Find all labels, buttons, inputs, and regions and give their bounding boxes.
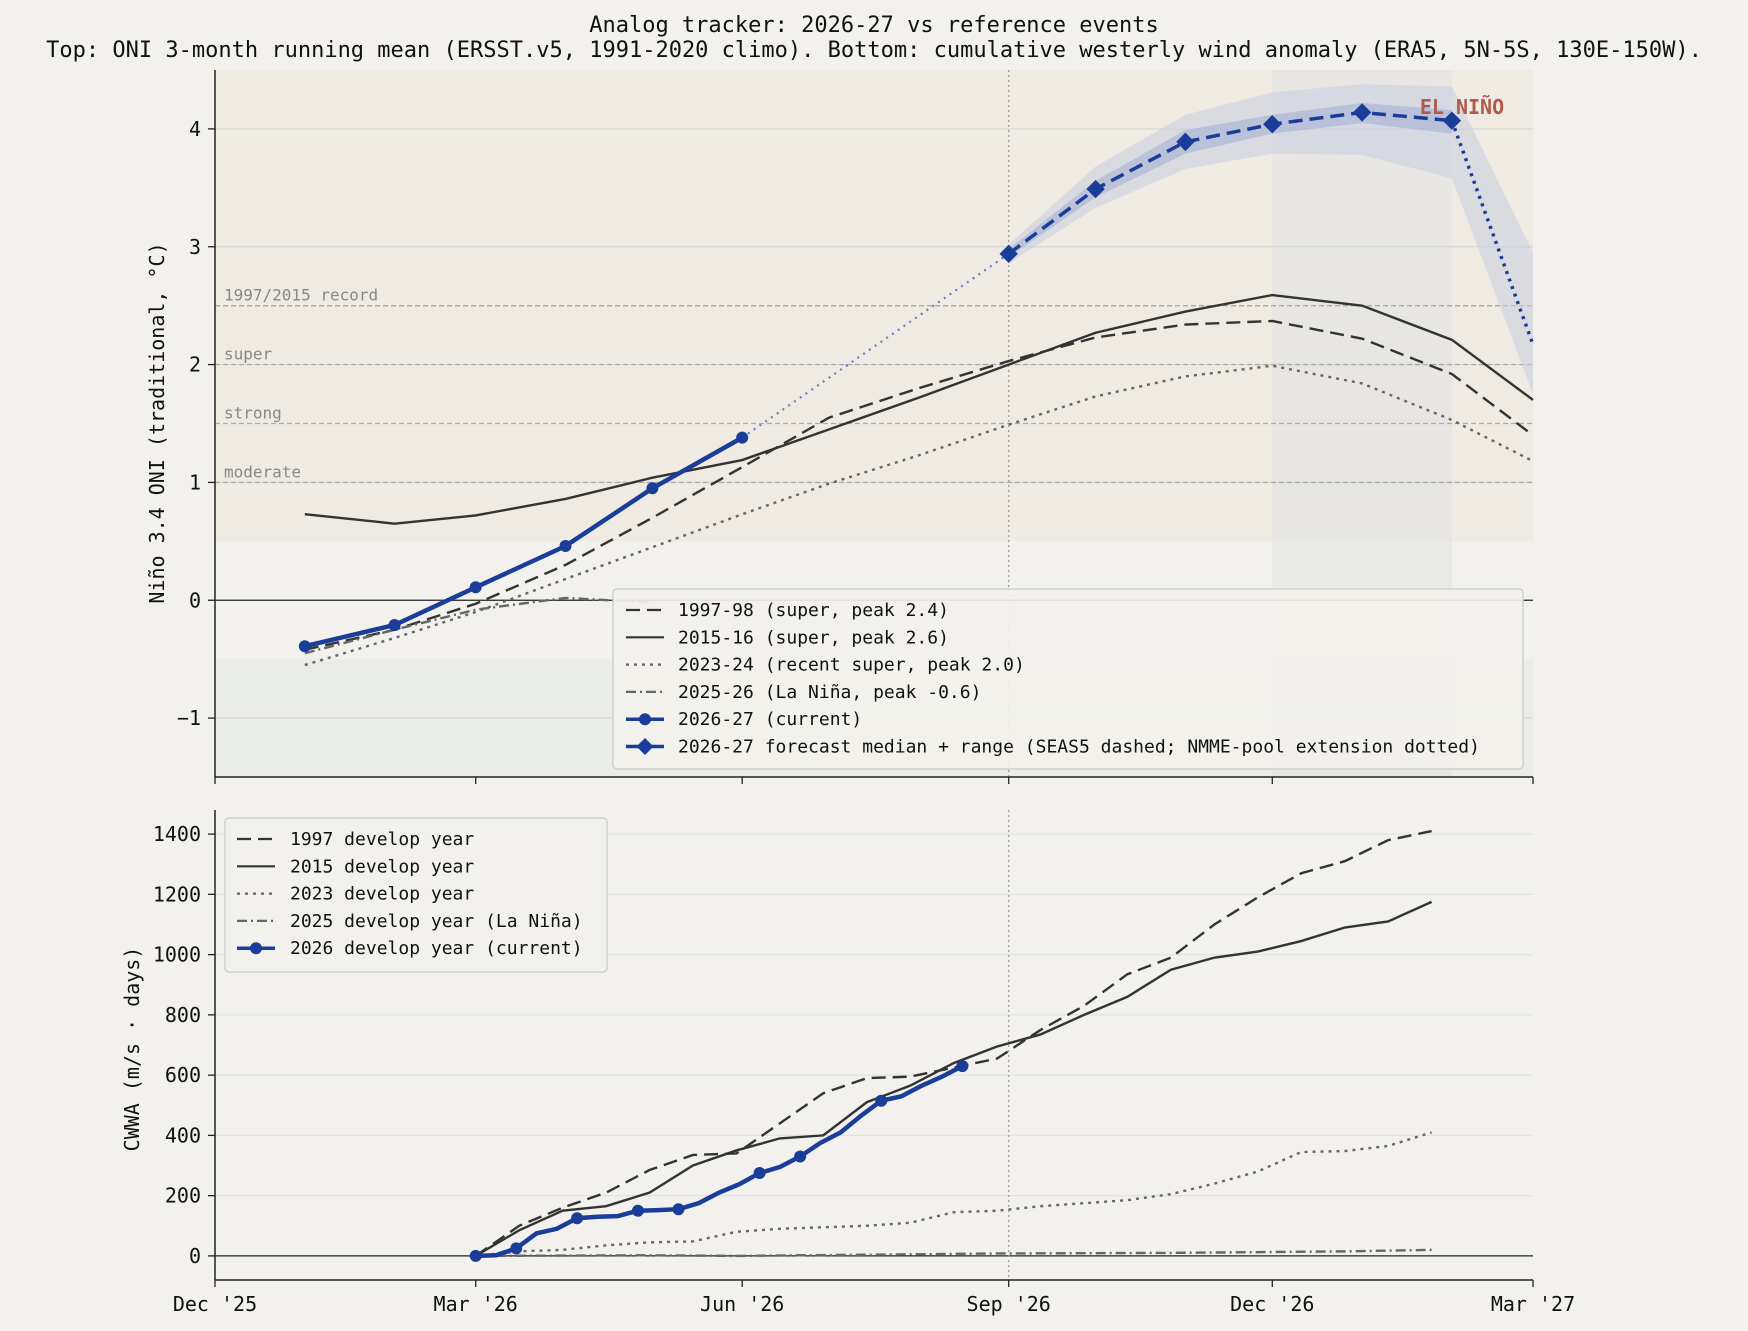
legend-label: 2015-16 (super, peak 2.6) [678, 627, 949, 648]
threshold-label: super [224, 345, 273, 364]
forecast-point [1176, 132, 1195, 152]
legend-label: 2025-26 (La Niña, peak -0.6) [678, 682, 981, 703]
forecast-outer-range [1008, 84, 1452, 264]
bottom-series-line-2 [475, 1131, 1432, 1258]
legend-label: 2015 develop year [290, 856, 474, 877]
bottom-current-point [469, 1249, 482, 1262]
forecast-extension-range [1451, 86, 1533, 395]
bottom-ytick-label: 400 [165, 1123, 201, 1147]
top-series-line-2 [304, 364, 1534, 667]
legend-label: 2023 develop year [290, 884, 474, 905]
figure-subtitle: Top: ONI 3-month running mean (ERSST.v5,… [46, 38, 1702, 63]
bottom-current-point [875, 1094, 888, 1107]
top-ytick-label: 4 [189, 117, 201, 141]
el-nino-annotation: EL NIÑO [1420, 95, 1504, 119]
bottom-current-point [753, 1167, 766, 1180]
threshold-label: moderate [224, 462, 301, 481]
bottom-current-point [631, 1204, 644, 1217]
bottom-current-point [571, 1212, 584, 1225]
bottom-ytick-label: 1000 [153, 943, 201, 967]
legend-marker [636, 738, 654, 755]
bottom-current-point [672, 1203, 685, 1216]
bottom-ylabel: CWWA (m/s · days) [120, 947, 144, 1152]
forecast-median-line [1007, 110, 1453, 256]
bottom-ytick-label: 1400 [153, 822, 201, 846]
x-tick-label: Mar '27 [1491, 1292, 1575, 1316]
forecast-point [1263, 115, 1282, 134]
legend-label: 2026-27 forecast median + range (SEAS5 d… [678, 737, 1480, 758]
bottom-current-point [956, 1060, 969, 1073]
threshold-label: 1997/2015 record [224, 286, 378, 305]
legend-label: 2025 develop year (La Niña) [290, 911, 583, 932]
x-tick-label: Dec '26 [1230, 1292, 1314, 1316]
top-series-line-1 [304, 293, 1534, 525]
bottom-current-point [510, 1242, 523, 1255]
bridge-dotted-line [741, 252, 1010, 439]
top-series-line-3 [304, 596, 653, 655]
current-point [559, 540, 572, 553]
top-ytick-label: 1 [189, 470, 201, 494]
top-ytick-label: 0 [189, 588, 201, 612]
top-legend: 1997-98 (super, peak 2.4) 2015-16 (super,… [612, 588, 1524, 770]
cwwa-panel: 0 200 400 600 800 1000 1200 1400 CWWA (m/s · da… [120, 810, 1534, 1287]
bottom-ytick-label: 1200 [153, 882, 201, 906]
x-tick-label: Dec '25 [173, 1292, 257, 1316]
forecast-point [1086, 179, 1105, 199]
legend-marker [250, 942, 262, 955]
current-point [298, 640, 311, 653]
current-series-line [304, 435, 744, 649]
figure-title: Analog tracker: 2026-27 vs reference eve… [589, 13, 1159, 38]
legend-label: 2026 develop year (current) [290, 938, 583, 959]
oni-panel: 1997/2015 record super strong moderate −1 0 1… [145, 70, 1535, 784]
x-tick-label: Mar '26 [434, 1292, 518, 1316]
bottom-ytick-label: 0 [189, 1244, 201, 1268]
bottom-ytick-label: 800 [165, 1003, 201, 1027]
forecast-point [1352, 103, 1372, 122]
legend-label: 2026-27 (current) [678, 709, 862, 730]
bottom-series-line-3 [475, 1248, 1432, 1258]
top-ytick-label: 2 [189, 353, 201, 377]
bottom-legend: 1997 develop year 2015 develop year 2023 d… [224, 817, 608, 973]
current-point [388, 618, 401, 631]
legend-label: 1997-98 (super, peak 2.4) [678, 600, 949, 621]
threshold-label: strong [224, 404, 282, 423]
bottom-current-point [794, 1150, 807, 1163]
forecast-point [999, 244, 1018, 264]
bottom-series-line-1 [475, 900, 1433, 1257]
current-point [646, 482, 659, 495]
legend-marker [639, 713, 651, 726]
top-ytick-label: −1 [177, 706, 201, 730]
bottom-ytick-label: 200 [165, 1184, 201, 1208]
forecast-point [1442, 111, 1462, 130]
top-ylabel: Niño 3.4 ONI (traditional, °C) [145, 242, 169, 603]
current-point [469, 581, 482, 594]
top-ytick-label: 3 [189, 235, 201, 259]
x-tick-label: Jun '26 [700, 1292, 784, 1316]
x-tick-label: Sep '26 [967, 1292, 1051, 1316]
top-series-line-0 [304, 319, 1534, 651]
legend-label: 1997 develop year [290, 829, 474, 850]
bottom-ytick-label: 600 [165, 1063, 201, 1087]
bottom-series-line-0 [475, 829, 1432, 1257]
current-point [736, 431, 749, 444]
legend-label: 2023-24 (recent super, peak 2.0) [678, 655, 1025, 676]
